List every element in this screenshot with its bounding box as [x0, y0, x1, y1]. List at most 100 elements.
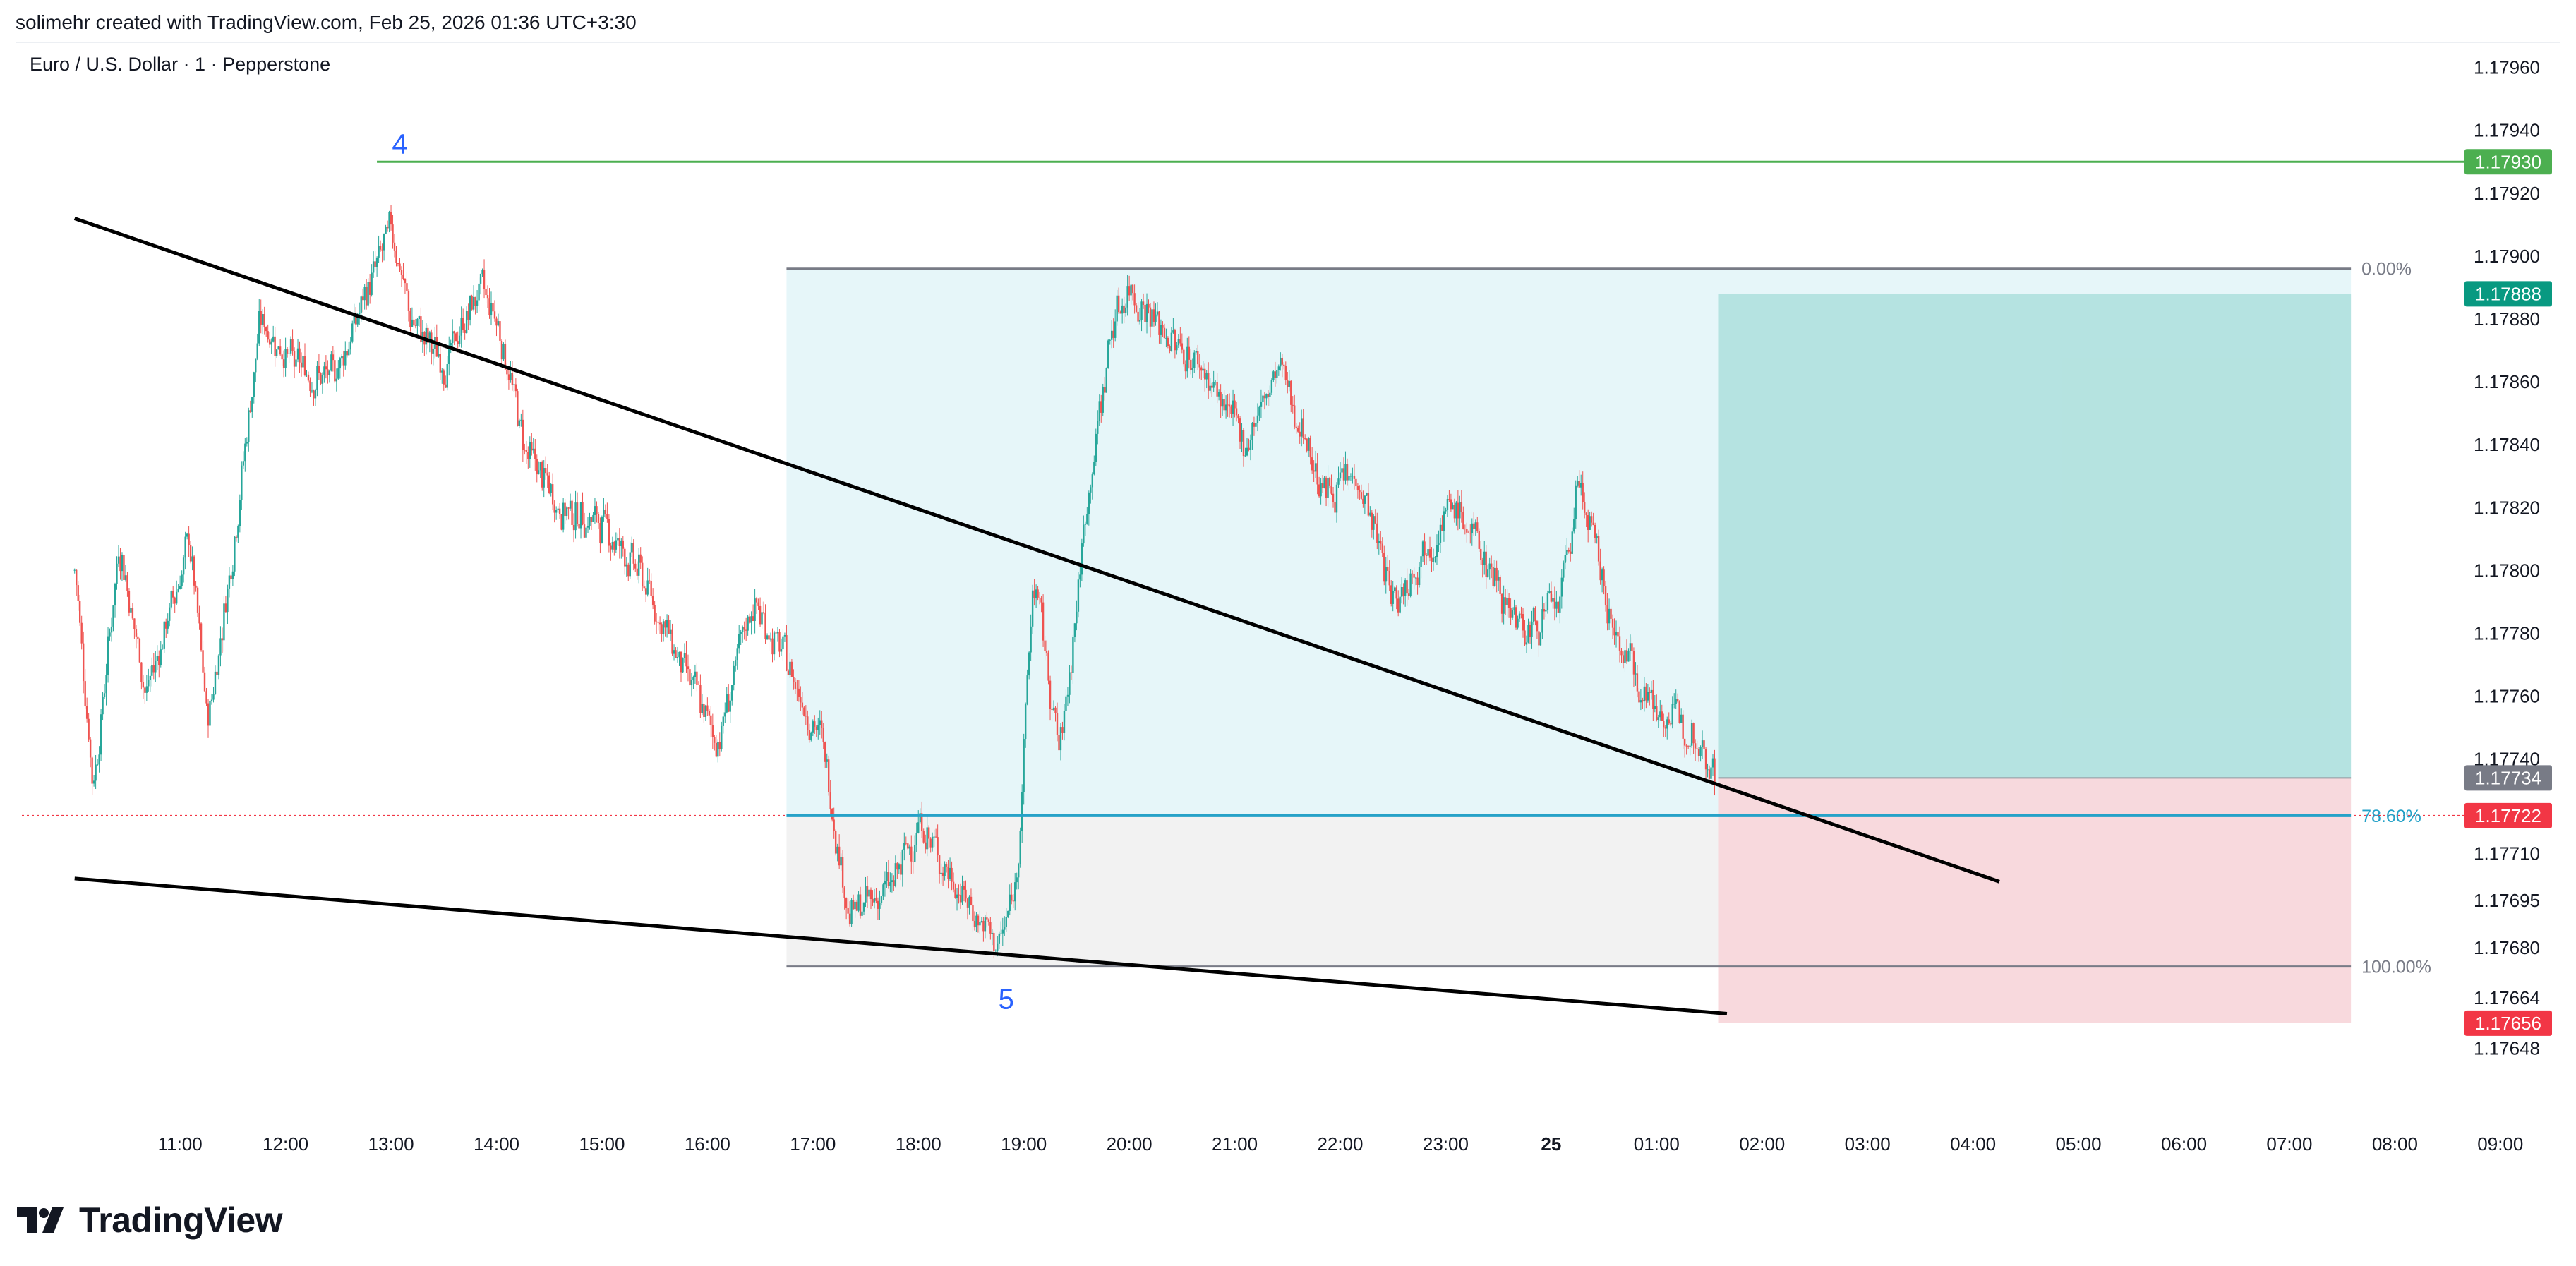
candle-body [675, 650, 677, 658]
candle-body [706, 705, 709, 711]
candle-body [997, 943, 999, 951]
candle-body [1534, 608, 1536, 622]
candle-body [648, 580, 651, 581]
candle-body [1079, 574, 1081, 580]
symbol-title[interactable]: Euro / U.S. Dollar · 1 · Pepperstone [30, 54, 331, 75]
candle-body [1019, 831, 1021, 864]
candle-body [495, 318, 498, 326]
candle-body [1582, 483, 1584, 502]
candle-body [465, 311, 468, 334]
candle-body [1059, 727, 1062, 751]
candle-body [1116, 295, 1118, 322]
candle-body [761, 612, 763, 625]
candle-body [1297, 428, 1299, 432]
price-badge [2464, 1010, 2552, 1036]
y-tick-label: 1.17880 [2474, 308, 2540, 330]
candle-body [572, 524, 575, 531]
candle-body [836, 846, 838, 854]
candle-body [181, 574, 183, 586]
candle-body [1601, 569, 1603, 581]
candle-body [227, 588, 229, 613]
candle-body [1376, 523, 1378, 543]
candle-body [1664, 727, 1666, 729]
candle-body [256, 343, 258, 359]
candle-body [1615, 632, 1618, 636]
candle-body [1077, 579, 1080, 612]
candle-body [1066, 694, 1069, 697]
candle-body [107, 636, 109, 675]
y-tick-label: 1.17664 [2474, 987, 2540, 1008]
candle-body [735, 660, 737, 666]
candle-body [1497, 577, 1500, 581]
candle-body [1453, 505, 1456, 519]
candle-body [638, 554, 640, 576]
candle-body [1676, 699, 1679, 702]
candle-body [690, 680, 693, 686]
candle-body [625, 564, 627, 567]
candle-body [1583, 502, 1586, 513]
candle-body [98, 754, 100, 765]
candle-body [862, 902, 865, 912]
candle-body [1277, 366, 1280, 370]
candle-body [1290, 380, 1292, 405]
candle-body [694, 671, 697, 677]
candle-body [1522, 614, 1524, 631]
candle-body [1035, 589, 1037, 598]
candle-body [952, 881, 955, 890]
candle-body [299, 348, 301, 363]
footer-logo[interactable]: TradingView [17, 1200, 283, 1241]
candle-body [933, 836, 935, 838]
candle-body [1140, 301, 1143, 320]
candle-body [282, 359, 285, 368]
candle-body [1269, 392, 1271, 397]
candle-body [949, 867, 951, 879]
candle-body [453, 331, 455, 334]
candle-body [1525, 642, 1528, 645]
candle-body [877, 900, 879, 909]
candle-body [650, 581, 652, 596]
candle-body [738, 634, 740, 649]
candle-body [586, 526, 589, 528]
candle-body [1506, 598, 1508, 605]
candle-body [492, 303, 494, 312]
candle-body [722, 716, 724, 726]
candle-body [1460, 502, 1463, 512]
candle-body [522, 419, 524, 450]
candle-body [452, 331, 454, 344]
candle-body [597, 514, 600, 524]
candle-body [1394, 587, 1396, 591]
candle-body [1012, 900, 1014, 902]
candle-body [260, 311, 262, 325]
candle-body [775, 632, 777, 634]
candle-body [1546, 593, 1549, 610]
candle-body [1313, 470, 1315, 472]
candle-body [922, 831, 925, 843]
candle-body [683, 653, 686, 658]
candle-body [1459, 502, 1461, 519]
candle-body [1427, 549, 1429, 556]
candle-body [634, 563, 637, 569]
candle-body [1589, 516, 1591, 530]
candle-body [1395, 587, 1397, 599]
candle-body [1428, 549, 1431, 558]
candle-body [361, 296, 364, 301]
candle-body [1625, 650, 1628, 662]
candle-body [123, 555, 125, 580]
candle-body [400, 270, 403, 275]
candle-body [1685, 745, 1687, 747]
candle-body [517, 391, 519, 426]
x-tick-label: 19:00 [1001, 1133, 1047, 1155]
candle-body [1170, 332, 1173, 351]
candle-body [300, 362, 303, 368]
candle-body [151, 665, 153, 676]
candle-body [351, 323, 354, 342]
candle-body [1169, 346, 1171, 351]
candle-body [1414, 577, 1417, 579]
candle-body [1613, 627, 1615, 636]
candle-body [1539, 632, 1542, 646]
candle-body [217, 655, 220, 675]
x-tick-label: 03:00 [1845, 1133, 1891, 1155]
candle-body [620, 540, 622, 547]
candle-body [1339, 472, 1342, 479]
